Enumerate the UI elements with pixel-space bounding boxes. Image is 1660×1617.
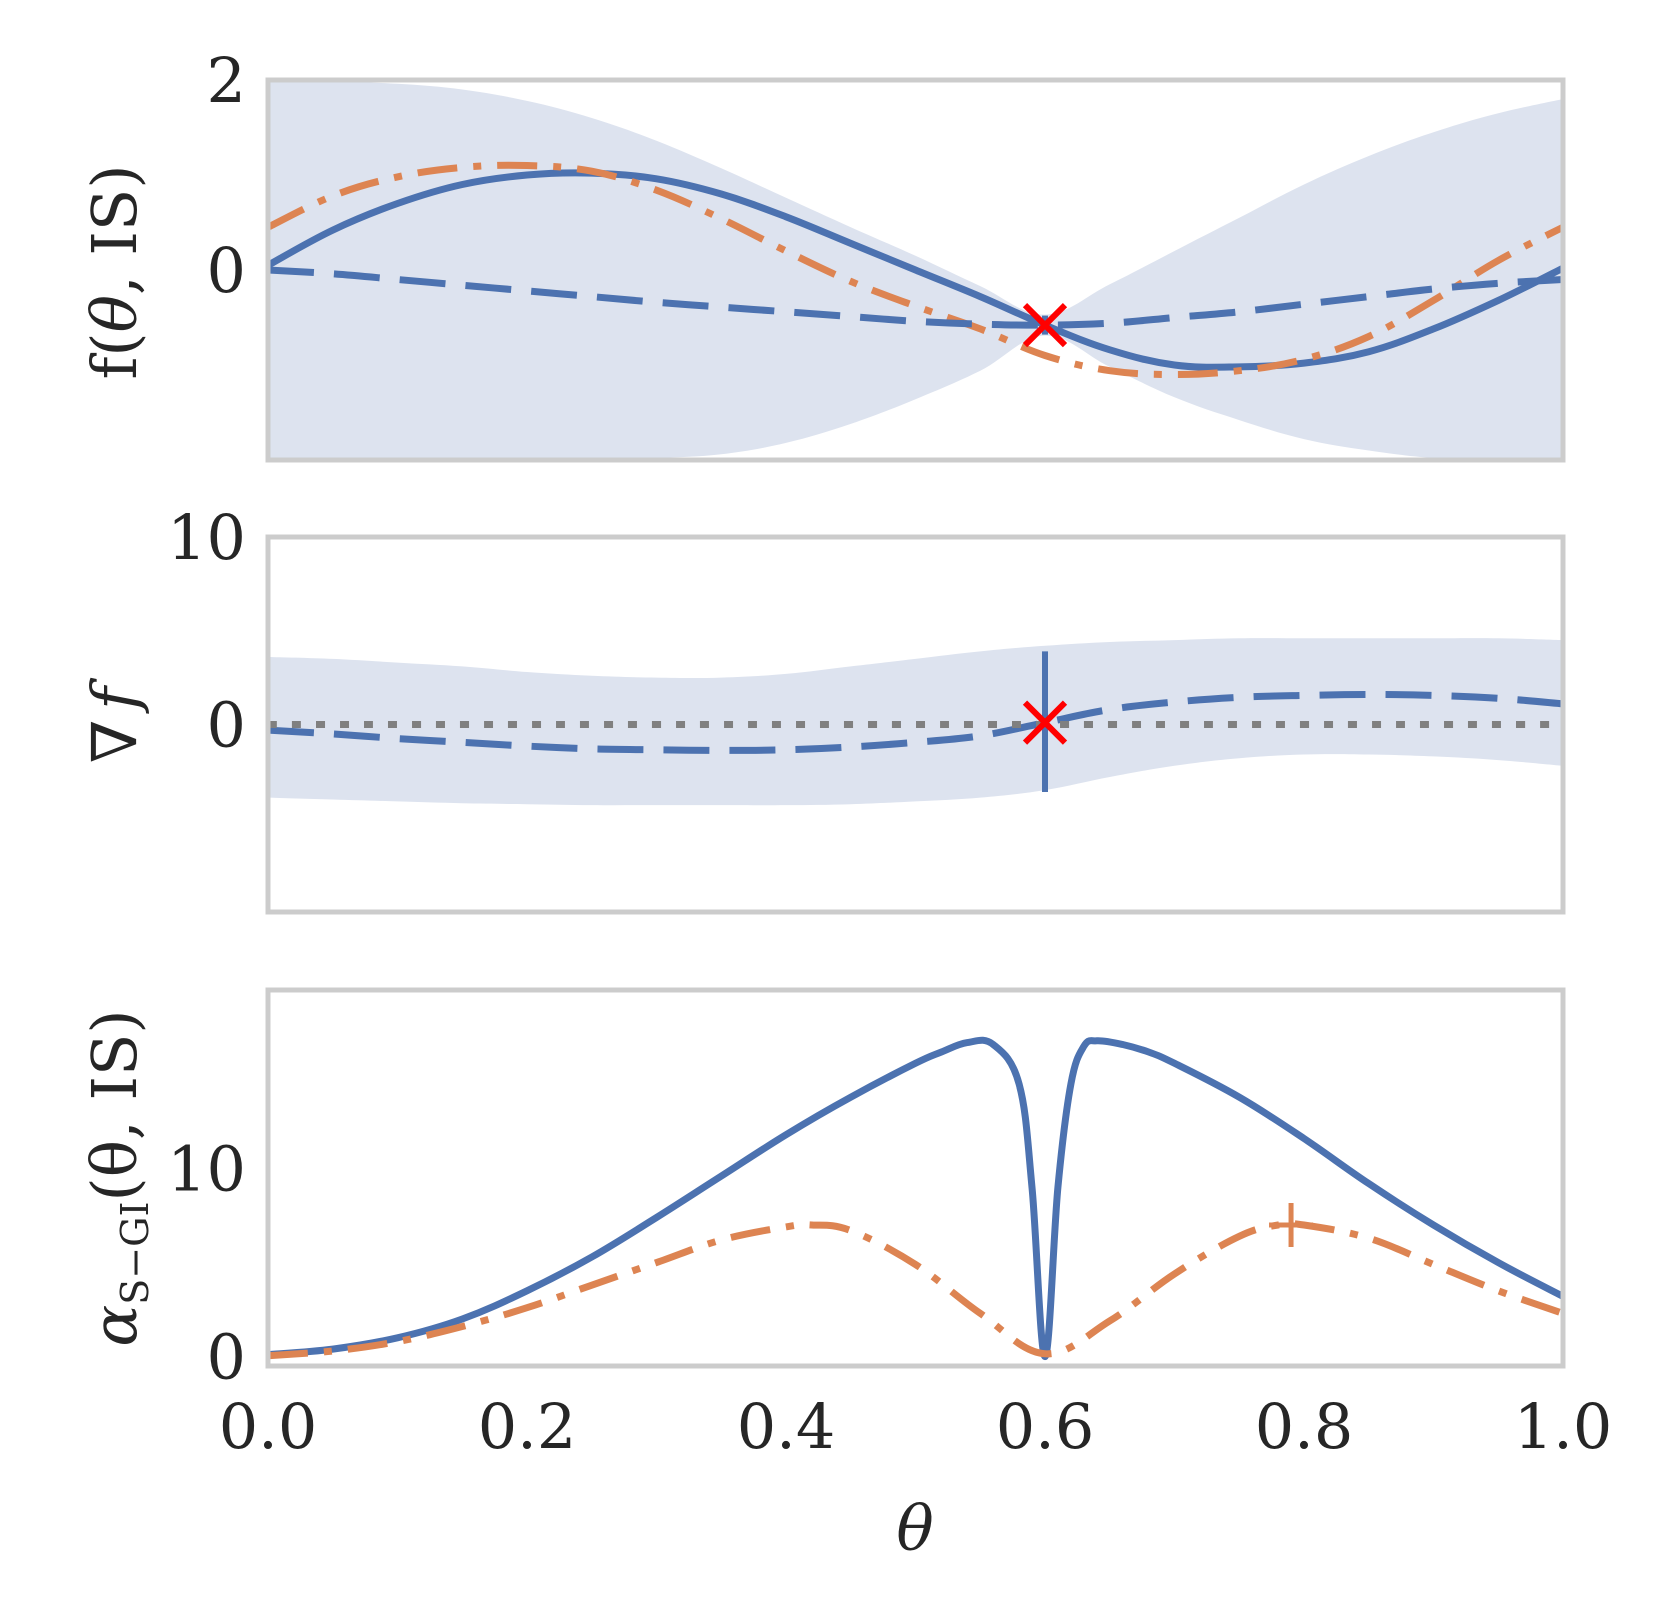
x-tick-label: 0.6 [996,1390,1095,1463]
middle-ylabel: ∇f [78,677,151,763]
x-tick-label: 0.2 [478,1390,577,1463]
x-tick-label: 0.4 [737,1390,836,1463]
series-line-dashed [268,691,1563,754]
series-line-solid [268,169,1563,371]
confidence-band [268,638,1563,806]
y-tick-label: 0 [207,234,246,307]
y-tick-label: 10 [167,501,246,574]
bottom-ylabel: αS−GI(θ, IS) [78,1009,157,1346]
middle-panel: 10 0 [167,501,1566,915]
axes-frame [265,77,1566,463]
maximum-marker [1269,1203,1314,1247]
observation-marker [1022,302,1068,348]
y-tick-label: 0 [207,689,246,762]
x-tick-labels: 0.0 0.2 0.4 0.6 0.8 1.0 [219,1390,1613,1463]
series-line-dashdot [268,1219,1563,1360]
series-line-dashdot [268,161,1563,378]
x-tick-label: 0.0 [219,1390,318,1463]
x-tick-label: 1.0 [1514,1390,1613,1463]
y-tick-label: 0 [207,1321,246,1394]
series-line-solid [268,1036,1563,1361]
plot-area [268,1036,1563,1361]
observation-marker [1022,700,1068,745]
bottom-panel: 10 0 [167,987,1566,1394]
x-tick-label: 0.8 [1255,1390,1354,1463]
x-axis-label: θ [896,1492,933,1565]
plot-area [268,81,1563,460]
series-line-dashed [268,266,1563,329]
top-ylabel: f(θ, IS) [78,164,151,379]
axes-frame [265,534,1566,915]
top-panel: 20 [207,44,1566,463]
axes-frame [265,987,1566,1369]
y-tick-label: 2 [207,44,246,117]
plot-area [268,638,1563,806]
y-tick-label: 10 [167,1133,246,1206]
